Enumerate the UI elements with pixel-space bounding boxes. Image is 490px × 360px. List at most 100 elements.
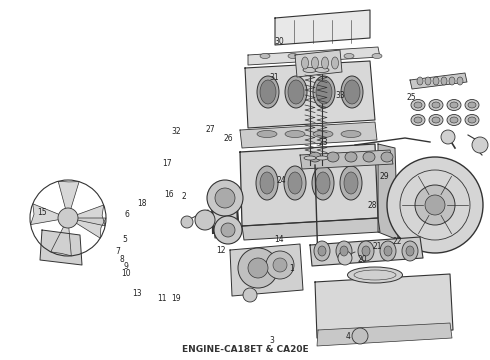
Ellipse shape <box>340 246 348 256</box>
Text: 17: 17 <box>162 159 172 168</box>
Ellipse shape <box>425 77 431 85</box>
Circle shape <box>266 251 294 279</box>
Text: 5: 5 <box>122 235 127 244</box>
Ellipse shape <box>411 99 425 111</box>
Ellipse shape <box>345 152 357 162</box>
Circle shape <box>387 157 483 253</box>
Ellipse shape <box>411 114 425 126</box>
Text: 23: 23 <box>318 138 328 147</box>
Circle shape <box>181 216 193 228</box>
Ellipse shape <box>285 131 305 138</box>
Polygon shape <box>315 274 453 338</box>
Ellipse shape <box>441 77 447 85</box>
Ellipse shape <box>285 76 307 108</box>
Ellipse shape <box>450 102 458 108</box>
Text: 3: 3 <box>270 336 274 345</box>
Text: 11: 11 <box>157 294 167 303</box>
Ellipse shape <box>288 54 298 59</box>
Ellipse shape <box>344 54 354 59</box>
Text: 9: 9 <box>124 262 129 271</box>
Polygon shape <box>30 204 68 225</box>
Ellipse shape <box>465 114 479 126</box>
Circle shape <box>338 251 352 265</box>
Ellipse shape <box>336 241 352 261</box>
Ellipse shape <box>347 267 402 283</box>
Ellipse shape <box>260 80 276 104</box>
Polygon shape <box>240 122 377 148</box>
Text: 15: 15 <box>37 208 47 217</box>
Text: 32: 32 <box>172 127 181 136</box>
Ellipse shape <box>288 172 302 194</box>
Circle shape <box>415 185 455 225</box>
Polygon shape <box>68 205 105 226</box>
Text: 24: 24 <box>277 176 287 185</box>
Text: 18: 18 <box>137 199 147 208</box>
Polygon shape <box>230 244 303 296</box>
Ellipse shape <box>468 102 476 108</box>
Text: 6: 6 <box>125 210 130 219</box>
Ellipse shape <box>380 241 396 261</box>
Ellipse shape <box>358 241 374 261</box>
Polygon shape <box>210 190 240 238</box>
Text: 14: 14 <box>274 235 284 244</box>
Text: 22: 22 <box>392 237 402 246</box>
Text: 8: 8 <box>119 255 124 264</box>
Circle shape <box>472 137 488 153</box>
Polygon shape <box>58 181 79 218</box>
Ellipse shape <box>429 99 443 111</box>
Ellipse shape <box>318 246 326 256</box>
Text: 26: 26 <box>223 134 233 143</box>
Ellipse shape <box>414 117 422 123</box>
Ellipse shape <box>316 156 328 160</box>
Ellipse shape <box>457 77 463 85</box>
Ellipse shape <box>309 152 321 162</box>
Ellipse shape <box>344 172 358 194</box>
Ellipse shape <box>406 246 414 256</box>
Ellipse shape <box>340 166 362 200</box>
Ellipse shape <box>341 131 361 138</box>
Circle shape <box>195 210 215 230</box>
Ellipse shape <box>257 76 279 108</box>
Ellipse shape <box>332 57 339 69</box>
Polygon shape <box>248 47 380 65</box>
Ellipse shape <box>316 54 326 59</box>
Ellipse shape <box>344 80 360 104</box>
Ellipse shape <box>447 99 461 111</box>
Text: 25: 25 <box>407 93 416 102</box>
Ellipse shape <box>384 246 392 256</box>
Polygon shape <box>378 144 398 240</box>
Ellipse shape <box>304 156 316 160</box>
Text: 29: 29 <box>380 172 390 181</box>
Ellipse shape <box>316 172 330 194</box>
Ellipse shape <box>315 68 329 72</box>
Ellipse shape <box>312 57 318 69</box>
Ellipse shape <box>313 76 335 108</box>
Ellipse shape <box>327 152 339 162</box>
Ellipse shape <box>449 77 455 85</box>
Ellipse shape <box>414 102 422 108</box>
Polygon shape <box>300 150 393 169</box>
Ellipse shape <box>260 54 270 59</box>
Ellipse shape <box>372 54 382 59</box>
Ellipse shape <box>465 99 479 111</box>
Ellipse shape <box>381 152 393 162</box>
Ellipse shape <box>260 172 274 194</box>
Polygon shape <box>410 73 467 89</box>
Polygon shape <box>240 144 378 226</box>
Ellipse shape <box>284 166 306 200</box>
Ellipse shape <box>301 57 309 69</box>
Ellipse shape <box>341 76 363 108</box>
Ellipse shape <box>432 117 440 123</box>
Text: 19: 19 <box>172 294 181 303</box>
Polygon shape <box>310 237 423 266</box>
Text: 7: 7 <box>115 248 120 256</box>
Ellipse shape <box>257 131 277 138</box>
Circle shape <box>441 130 455 144</box>
Text: 10: 10 <box>122 269 131 278</box>
Ellipse shape <box>288 80 304 104</box>
Text: 1: 1 <box>289 264 294 273</box>
Polygon shape <box>295 50 342 77</box>
Circle shape <box>425 195 445 215</box>
Polygon shape <box>68 218 106 238</box>
Circle shape <box>215 188 235 208</box>
